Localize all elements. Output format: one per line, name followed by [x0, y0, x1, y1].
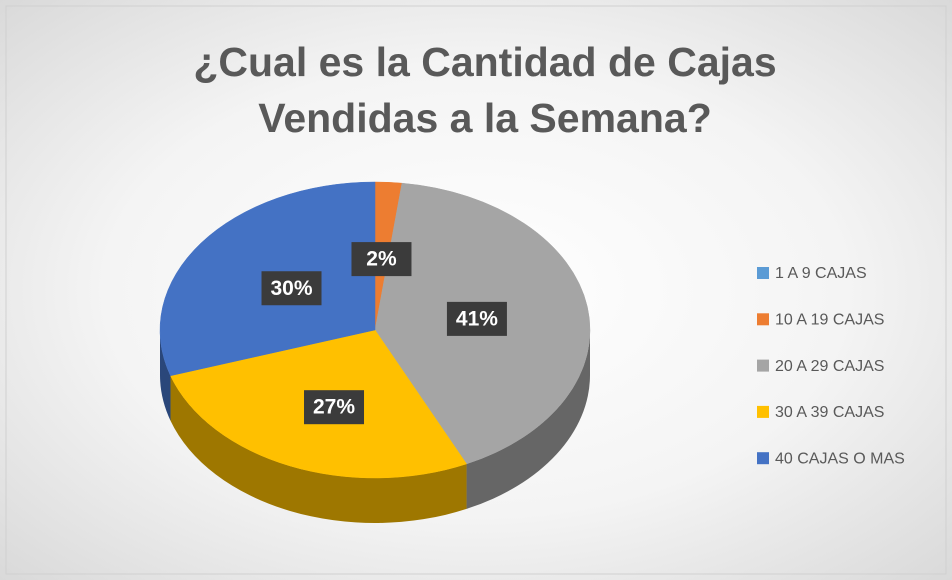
legend-swatch — [757, 313, 769, 326]
legend-label: 40 CAJAS O MAS — [775, 450, 905, 467]
legend-swatch — [757, 405, 769, 418]
data-label-box — [351, 242, 412, 277]
legend-label: 20 A 29 CAJAS — [775, 358, 884, 375]
legend-label: 30 A 39 CAJAS — [775, 404, 884, 421]
data-label: 2% — [366, 248, 397, 271]
legend-label: 10 A 19 CAJAS — [775, 312, 884, 329]
data-label: 30% — [270, 277, 312, 300]
slice-side — [466, 330, 590, 509]
legend-swatch — [757, 267, 769, 279]
legend-swatch — [757, 452, 769, 465]
data-label-box — [446, 301, 507, 336]
data-label: 41% — [456, 307, 498, 330]
data-label: 27% — [313, 396, 355, 419]
legend-swatch — [757, 359, 769, 372]
slice-side — [160, 330, 171, 421]
slice-side — [170, 375, 467, 523]
legend-label: 1 A 9 CAJAS — [775, 265, 867, 282]
data-label-box — [304, 390, 365, 425]
chart-border — [5, 5, 947, 575]
chart-title: ¿Cual es la Cantidad de Cajas Vendidas a… — [193, 39, 777, 141]
data-label-box — [261, 271, 322, 306]
